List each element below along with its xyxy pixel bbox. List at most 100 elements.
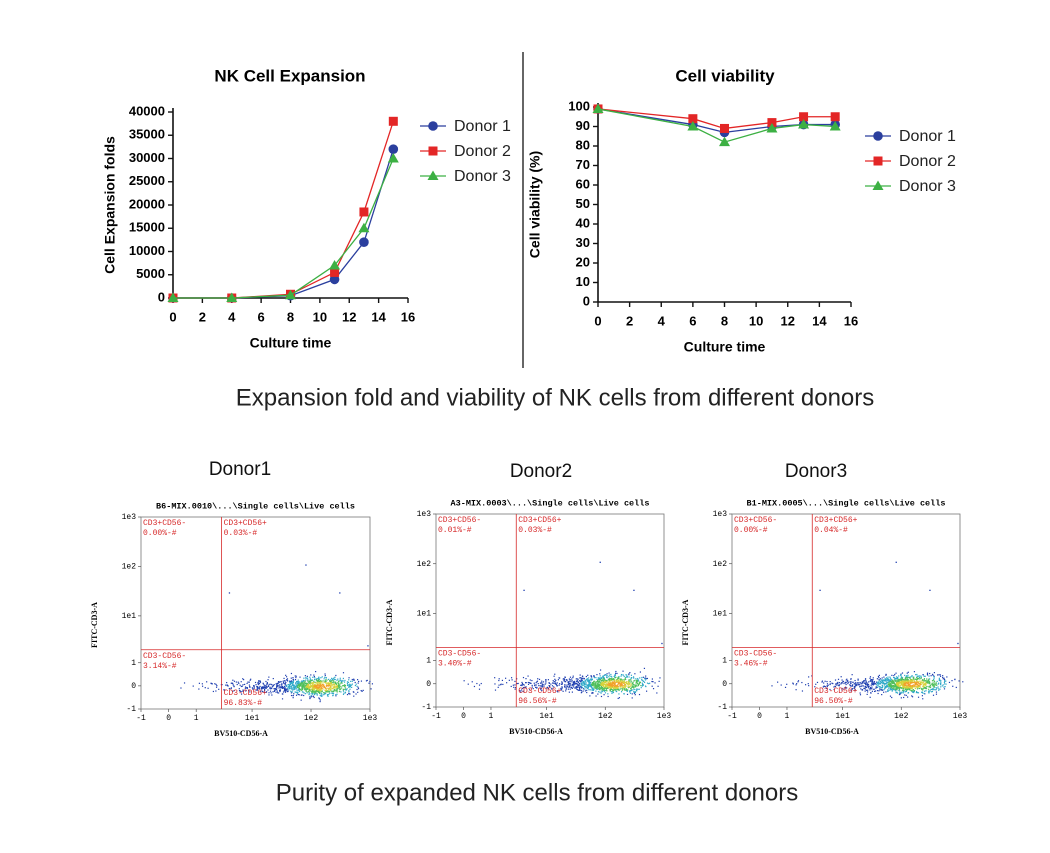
event <box>602 675 604 677</box>
event <box>627 681 629 683</box>
event <box>606 687 609 689</box>
event <box>893 682 896 684</box>
legend-marker <box>873 131 883 141</box>
event <box>579 689 581 691</box>
event <box>252 688 254 690</box>
event <box>932 688 934 690</box>
event <box>906 681 908 684</box>
event <box>939 688 941 690</box>
event <box>801 681 803 684</box>
event <box>353 691 355 693</box>
event <box>302 691 304 693</box>
event <box>551 685 554 687</box>
event <box>624 684 626 686</box>
event <box>527 681 529 684</box>
event <box>916 686 918 689</box>
event <box>933 680 935 682</box>
event <box>284 686 286 688</box>
event <box>623 679 625 681</box>
event <box>581 675 584 677</box>
event <box>268 685 270 687</box>
event <box>350 684 353 686</box>
event <box>807 683 809 685</box>
event <box>301 681 304 683</box>
event <box>621 689 623 691</box>
legend-label: Donor 1 <box>899 128 956 145</box>
event <box>312 695 314 697</box>
event <box>325 679 327 681</box>
event <box>285 685 288 687</box>
event <box>641 682 643 684</box>
event <box>613 682 615 684</box>
event <box>898 687 901 689</box>
event <box>804 684 807 686</box>
event <box>865 681 867 683</box>
event <box>632 681 634 684</box>
event <box>312 685 314 687</box>
event <box>928 692 930 694</box>
event <box>846 678 848 680</box>
event <box>255 689 257 691</box>
event <box>253 687 255 689</box>
y-tick-label: 20 <box>576 254 590 269</box>
event <box>850 690 852 692</box>
event <box>887 685 889 687</box>
event <box>232 682 234 685</box>
event <box>302 686 304 688</box>
event <box>551 687 553 689</box>
event <box>570 686 572 689</box>
event <box>891 696 893 699</box>
event <box>851 689 853 691</box>
event <box>609 688 611 690</box>
event <box>555 679 557 682</box>
event <box>875 683 877 685</box>
event <box>250 678 252 680</box>
event <box>273 690 276 692</box>
event <box>638 680 640 682</box>
event <box>898 681 900 683</box>
event <box>651 678 653 680</box>
event <box>851 674 853 676</box>
event <box>886 681 888 684</box>
event <box>520 691 522 693</box>
event <box>932 684 934 686</box>
event <box>233 686 235 688</box>
event <box>926 682 928 684</box>
event <box>258 683 261 685</box>
event <box>330 683 333 685</box>
chart-title: NK Cell Expansion <box>214 66 365 85</box>
event <box>319 701 321 703</box>
event <box>261 689 263 691</box>
quadrant-name: CD3-CD56- <box>438 650 481 659</box>
event <box>563 678 566 680</box>
event <box>599 689 601 691</box>
event <box>597 677 599 679</box>
event <box>317 683 319 685</box>
event <box>316 688 319 691</box>
quadrant-value: 0.01%-# <box>438 526 472 535</box>
event <box>610 688 613 691</box>
event <box>335 690 337 692</box>
event <box>302 684 304 686</box>
event <box>891 682 893 684</box>
event <box>896 681 899 683</box>
event <box>797 681 799 683</box>
event <box>938 677 940 679</box>
event <box>885 674 887 676</box>
event <box>621 683 623 685</box>
event <box>587 677 590 679</box>
event <box>281 684 283 686</box>
event <box>581 680 583 682</box>
event <box>335 694 337 696</box>
event <box>225 684 227 686</box>
event <box>544 683 546 685</box>
event <box>922 680 925 682</box>
event <box>514 680 516 683</box>
plot-frame <box>731 513 961 708</box>
event <box>295 686 297 688</box>
event <box>555 682 557 684</box>
event <box>642 684 644 686</box>
event <box>910 687 912 690</box>
event <box>867 683 869 686</box>
event <box>329 681 332 683</box>
